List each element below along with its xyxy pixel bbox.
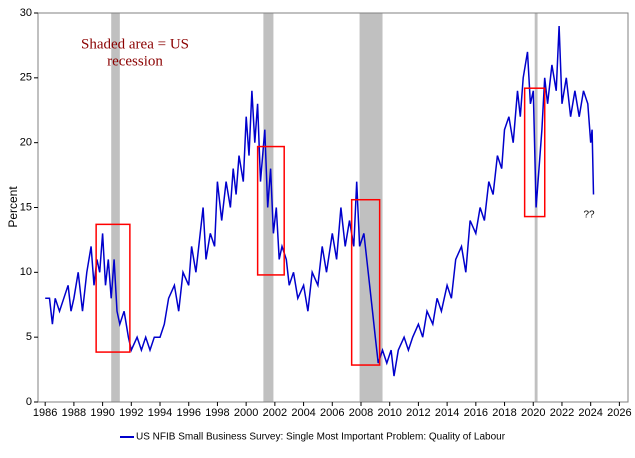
x-tick-label: 1996 — [176, 407, 200, 419]
recession-shade — [359, 13, 383, 402]
x-tick-label: 1994 — [148, 407, 172, 419]
x-tick-label: 2014 — [435, 407, 459, 419]
x-tick-label: 1986 — [33, 407, 57, 419]
highlight-box — [256, 145, 285, 276]
data-line — [45, 25, 595, 377]
y-tick-label: 20 — [20, 137, 32, 149]
x-tick-label: 2010 — [377, 407, 401, 419]
y-tick-label: 25 — [20, 72, 32, 84]
x-tick-label: 2006 — [320, 407, 344, 419]
y-tick-label: 10 — [20, 266, 32, 278]
x-tick-label: 2018 — [492, 407, 516, 419]
y-tick-label: 30 — [20, 7, 32, 19]
y-tick-label: 5 — [26, 331, 32, 343]
legend-label: US NFIB Small Business Survey: Single Mo… — [136, 432, 506, 443]
plot-frame — [37, 12, 629, 403]
x-tick-label: 1998 — [205, 407, 229, 419]
y-tick-label: 0 — [26, 396, 32, 408]
highlight-box — [95, 223, 131, 353]
x-tick-label: 1990 — [90, 407, 114, 419]
x-tick-label: 2004 — [291, 407, 315, 419]
annotation: ?? — [583, 210, 595, 221]
x-tick-label: 2000 — [234, 407, 258, 419]
annotation: Shaded area = US — [81, 36, 189, 52]
x-tick-label: 2016 — [464, 407, 488, 419]
y-axis-label: Percent — [6, 186, 20, 228]
y-tick-label: 15 — [20, 201, 32, 213]
recession-shade — [111, 13, 120, 402]
x-tick-label: 2008 — [349, 407, 373, 419]
x-tick-label: 2022 — [550, 407, 574, 419]
x-tick-label: 2024 — [578, 407, 602, 419]
x-tick-label: 2002 — [263, 407, 287, 419]
x-tick-label: 2012 — [406, 407, 430, 419]
highlight-box — [523, 87, 546, 218]
x-tick-label: 2020 — [521, 407, 545, 419]
x-tick-label: 2026 — [607, 407, 631, 419]
highlight-box — [350, 198, 381, 366]
x-tick-label: 1988 — [62, 407, 86, 419]
x-tick-label: 1992 — [119, 407, 143, 419]
annotation: recession — [107, 53, 163, 69]
